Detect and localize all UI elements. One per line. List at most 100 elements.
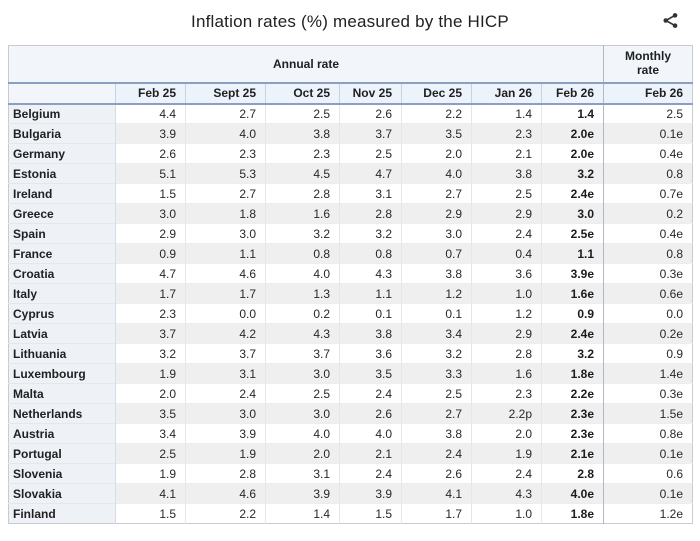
table-cell: 4.5 bbox=[265, 163, 340, 184]
table-cell: 1.0 bbox=[471, 283, 542, 304]
table-row: Netherlands 3.5 3.0 3.0 2.6 2.7 2.2p 2.3e 1.5e bbox=[8, 403, 693, 424]
table-cell: 1.1 bbox=[339, 283, 402, 304]
table-cell: 2.1 bbox=[471, 143, 542, 164]
table-cell: 4.7 bbox=[115, 263, 186, 284]
table-cell: 2.9 bbox=[471, 323, 542, 344]
table-cell: 3.5 bbox=[339, 363, 402, 384]
table-cell: 1.6 bbox=[265, 203, 340, 224]
table-cell: 3.4 bbox=[401, 323, 472, 344]
table-row: Portugal 2.5 1.9 2.0 2.1 2.4 1.9 2.1e 0.1e bbox=[8, 443, 693, 464]
table-cell: 2.0e bbox=[540, 123, 604, 144]
table-cell: 4.4 bbox=[115, 103, 186, 124]
table-cell: 2.3e bbox=[540, 403, 604, 424]
table-cell: 3.1 bbox=[185, 363, 266, 384]
table-cell: 1.8 bbox=[185, 203, 266, 224]
table-cell: 4.0 bbox=[265, 263, 340, 284]
table-cell-monthly: 0.8e bbox=[603, 423, 693, 444]
share-button[interactable] bbox=[660, 11, 680, 31]
table-cell: 4.1 bbox=[115, 483, 186, 504]
table-cell: 2.2 bbox=[185, 503, 266, 524]
table-cell-monthly: 0.1e bbox=[603, 443, 693, 464]
table-cell-monthly: 0.6 bbox=[603, 463, 693, 484]
table-row: Bulgaria 3.9 4.0 3.8 3.7 3.5 2.3 2.0e 0.1e bbox=[8, 123, 693, 144]
table-cell: 2.0 bbox=[115, 383, 186, 404]
table-cell: 1.7 bbox=[115, 283, 186, 304]
table-row: Cyprus 2.3 0.0 0.2 0.1 0.1 1.2 0.9 0.0 bbox=[8, 303, 693, 324]
table-cell: 4.3 bbox=[339, 263, 402, 284]
table-cell: 1.5 bbox=[115, 503, 186, 524]
table-cell: 2.2e bbox=[540, 383, 604, 404]
table-cell: 3.9 bbox=[265, 483, 340, 504]
table-cell: 3.0 bbox=[265, 363, 340, 384]
table-cell: 3.2 bbox=[115, 343, 186, 364]
table-cell: 2.4 bbox=[471, 223, 542, 244]
row-label-belgium: Belgium bbox=[8, 103, 116, 124]
table-cell-monthly: 1.2e bbox=[603, 503, 693, 524]
table-cell: 2.1 bbox=[339, 443, 402, 464]
table-cell: 0.0 bbox=[185, 303, 266, 324]
table-cell: 1.2 bbox=[401, 283, 472, 304]
monthly-rate-group-header: Monthly rate bbox=[603, 45, 693, 84]
row-label-latvia: Latvia bbox=[8, 323, 116, 344]
table-row: Finland 1.5 2.2 1.4 1.5 1.7 1.0 1.8e 1.2e bbox=[8, 503, 693, 524]
share-icon bbox=[661, 13, 680, 33]
table-cell-monthly: 2.5 bbox=[603, 103, 693, 124]
column-header: Nov 25 bbox=[339, 82, 402, 105]
table-cell: 2.5 bbox=[339, 143, 402, 164]
table-cell: 1.4 bbox=[471, 103, 542, 124]
row-label-malta: Malta bbox=[8, 383, 116, 404]
table-cell: 1.8e bbox=[540, 363, 604, 384]
table-cell: 3.5 bbox=[401, 123, 472, 144]
table-cell-monthly: 0.9 bbox=[603, 343, 693, 364]
table-cell-monthly: 1.4e bbox=[603, 363, 693, 384]
table-cell: 3.2 bbox=[339, 223, 402, 244]
row-label-germany: Germany bbox=[8, 143, 116, 164]
table-cell: 3.2 bbox=[540, 343, 604, 364]
table-cell-monthly: 1.5e bbox=[603, 403, 693, 424]
table-cell: 3.8 bbox=[401, 423, 472, 444]
table-body: Belgium 4.4 2.7 2.5 2.6 2.2 1.4 1.4 2.5 Bulgaria 3… bbox=[8, 103, 693, 524]
table-row: Slovenia 1.9 2.8 3.1 2.4 2.6 2.4 2.8 0.6 bbox=[8, 463, 693, 484]
table-cell: 2.9 bbox=[115, 223, 186, 244]
table-cell: 1.8e bbox=[540, 503, 604, 524]
table-cell: 2.4 bbox=[185, 383, 266, 404]
table-cell-monthly: 0.8 bbox=[603, 243, 693, 264]
table-cell: 1.5 bbox=[339, 503, 402, 524]
column-header: Sept 25 bbox=[185, 82, 266, 105]
table-cell: 0.1 bbox=[339, 303, 402, 324]
table-cell: 3.8 bbox=[401, 263, 472, 284]
column-header-monthly: Feb 26 bbox=[603, 82, 693, 105]
table-cell: 4.6 bbox=[185, 263, 266, 284]
row-label-luxembourg: Luxembourg bbox=[8, 363, 116, 384]
table-cell: 3.2 bbox=[401, 343, 472, 364]
table-cell: 2.6 bbox=[115, 143, 186, 164]
row-label-spain: Spain bbox=[8, 223, 116, 244]
table-cell: 3.4 bbox=[115, 423, 186, 444]
table-cell-monthly: 0.4e bbox=[603, 223, 693, 244]
row-label-bulgaria: Bulgaria bbox=[8, 123, 116, 144]
table-cell: 5.3 bbox=[185, 163, 266, 184]
table-cell: 3.9 bbox=[185, 423, 266, 444]
table-cell: 3.7 bbox=[265, 343, 340, 364]
table-cell: 3.3 bbox=[401, 363, 472, 384]
table-row: Germany 2.6 2.3 2.3 2.5 2.0 2.1 2.0e 0.4e bbox=[8, 143, 693, 164]
table-cell: 2.9 bbox=[471, 203, 542, 224]
table-cell: 4.0e bbox=[540, 483, 604, 504]
table-cell: 2.4 bbox=[339, 383, 402, 404]
table-cell: 0.7 bbox=[401, 243, 472, 264]
column-header: Dec 25 bbox=[401, 82, 472, 105]
table-row: Croatia 4.7 4.6 4.0 4.3 3.8 3.6 3.9e 0.3e bbox=[8, 263, 693, 284]
row-label-slovenia: Slovenia bbox=[8, 463, 116, 484]
table-cell: 4.0 bbox=[339, 423, 402, 444]
table-cell: 1.3 bbox=[265, 283, 340, 304]
table-cell: 4.7 bbox=[339, 163, 402, 184]
table-cell: 4.0 bbox=[401, 163, 472, 184]
column-header-row: Feb 25 Sept 25 Oct 25 Nov 25 Dec 25 Jan 26 Feb… bbox=[8, 82, 693, 105]
table-row: France 0.9 1.1 0.8 0.8 0.7 0.4 1.1 0.8 bbox=[8, 243, 693, 264]
table-cell: 0.9 bbox=[115, 243, 186, 264]
table-cell: 2.3 bbox=[185, 143, 266, 164]
table-cell: 1.4 bbox=[265, 503, 340, 524]
table-cell: 2.4 bbox=[401, 443, 472, 464]
table-row: Belgium 4.4 2.7 2.5 2.6 2.2 1.4 1.4 2.5 bbox=[8, 103, 693, 124]
row-label-italy: Italy bbox=[8, 283, 116, 304]
